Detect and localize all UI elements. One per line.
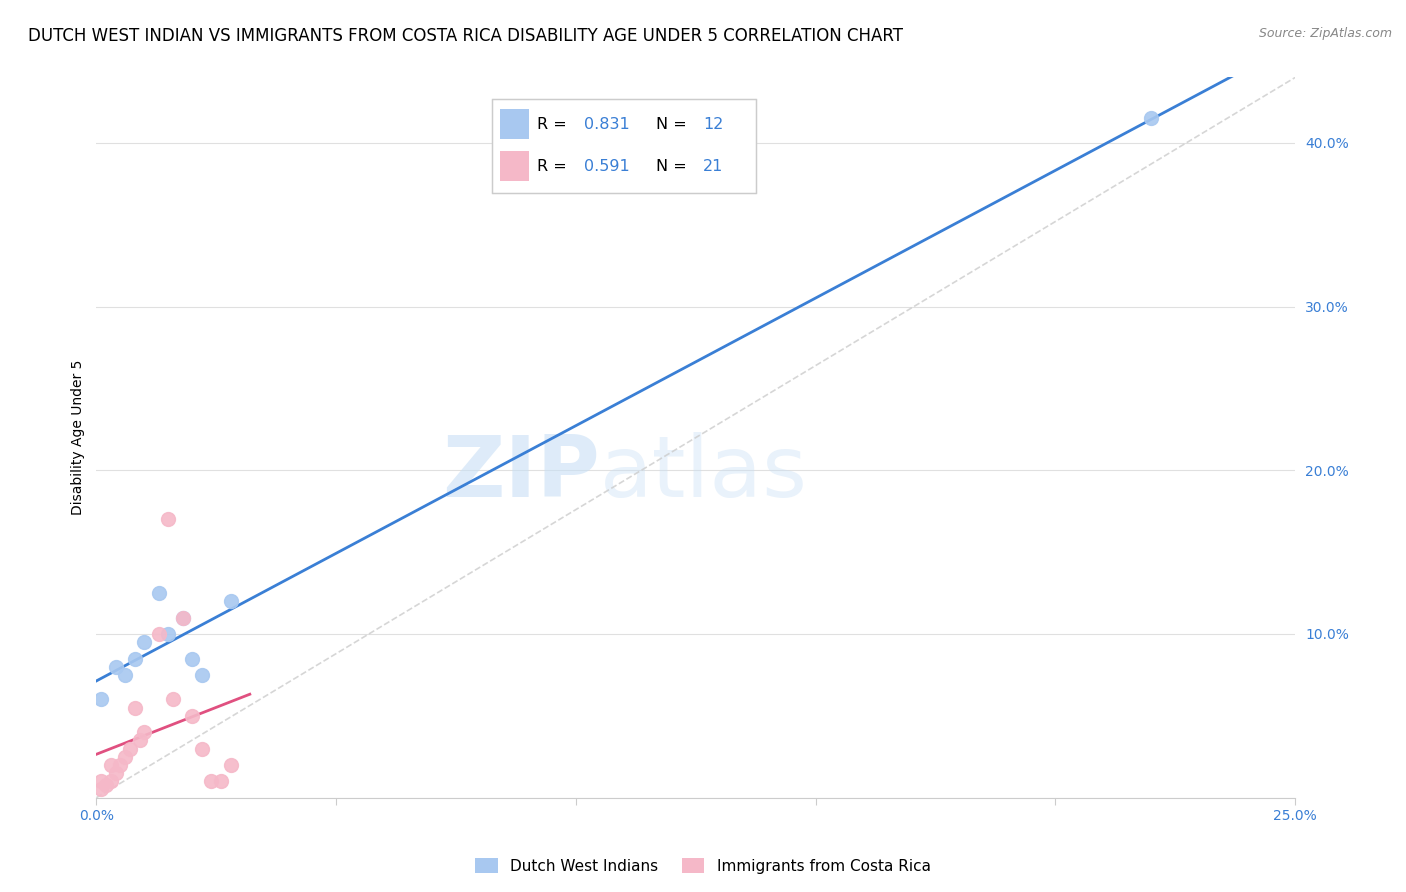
Point — [118, 741, 141, 756]
Legend: Dutch West Indians, Immigrants from Costa Rica: Dutch West Indians, Immigrants from Cost… — [470, 852, 936, 880]
Point — [128, 733, 150, 747]
Point — [90, 774, 112, 789]
Point — [157, 627, 180, 641]
Point — [114, 749, 136, 764]
Point — [181, 651, 204, 665]
Point — [172, 610, 194, 624]
Point — [148, 586, 170, 600]
Y-axis label: Disability Age Under 5: Disability Age Under 5 — [72, 359, 86, 516]
Point — [219, 594, 242, 608]
Point — [100, 758, 122, 772]
Point — [124, 651, 146, 665]
Point — [191, 668, 214, 682]
Point — [172, 610, 194, 624]
Point — [104, 766, 127, 780]
Point — [1140, 112, 1163, 126]
Point — [219, 758, 242, 772]
Point — [162, 692, 184, 706]
Text: DUTCH WEST INDIAN VS IMMIGRANTS FROM COSTA RICA DISABILITY AGE UNDER 5 CORRELATI: DUTCH WEST INDIAN VS IMMIGRANTS FROM COS… — [28, 27, 903, 45]
Point — [134, 635, 156, 649]
Point — [148, 627, 170, 641]
Text: atlas: atlas — [600, 432, 808, 515]
Point — [104, 659, 127, 673]
Point — [134, 725, 156, 739]
Point — [110, 758, 132, 772]
Text: ZIP: ZIP — [441, 432, 600, 515]
Point — [94, 778, 117, 792]
Point — [157, 512, 180, 526]
Point — [114, 668, 136, 682]
Point — [181, 708, 204, 723]
Text: Source: ZipAtlas.com: Source: ZipAtlas.com — [1258, 27, 1392, 40]
Point — [209, 774, 232, 789]
Point — [200, 774, 222, 789]
Point — [124, 700, 146, 714]
Point — [100, 774, 122, 789]
Point — [90, 692, 112, 706]
Point — [90, 782, 112, 797]
Point — [191, 741, 214, 756]
